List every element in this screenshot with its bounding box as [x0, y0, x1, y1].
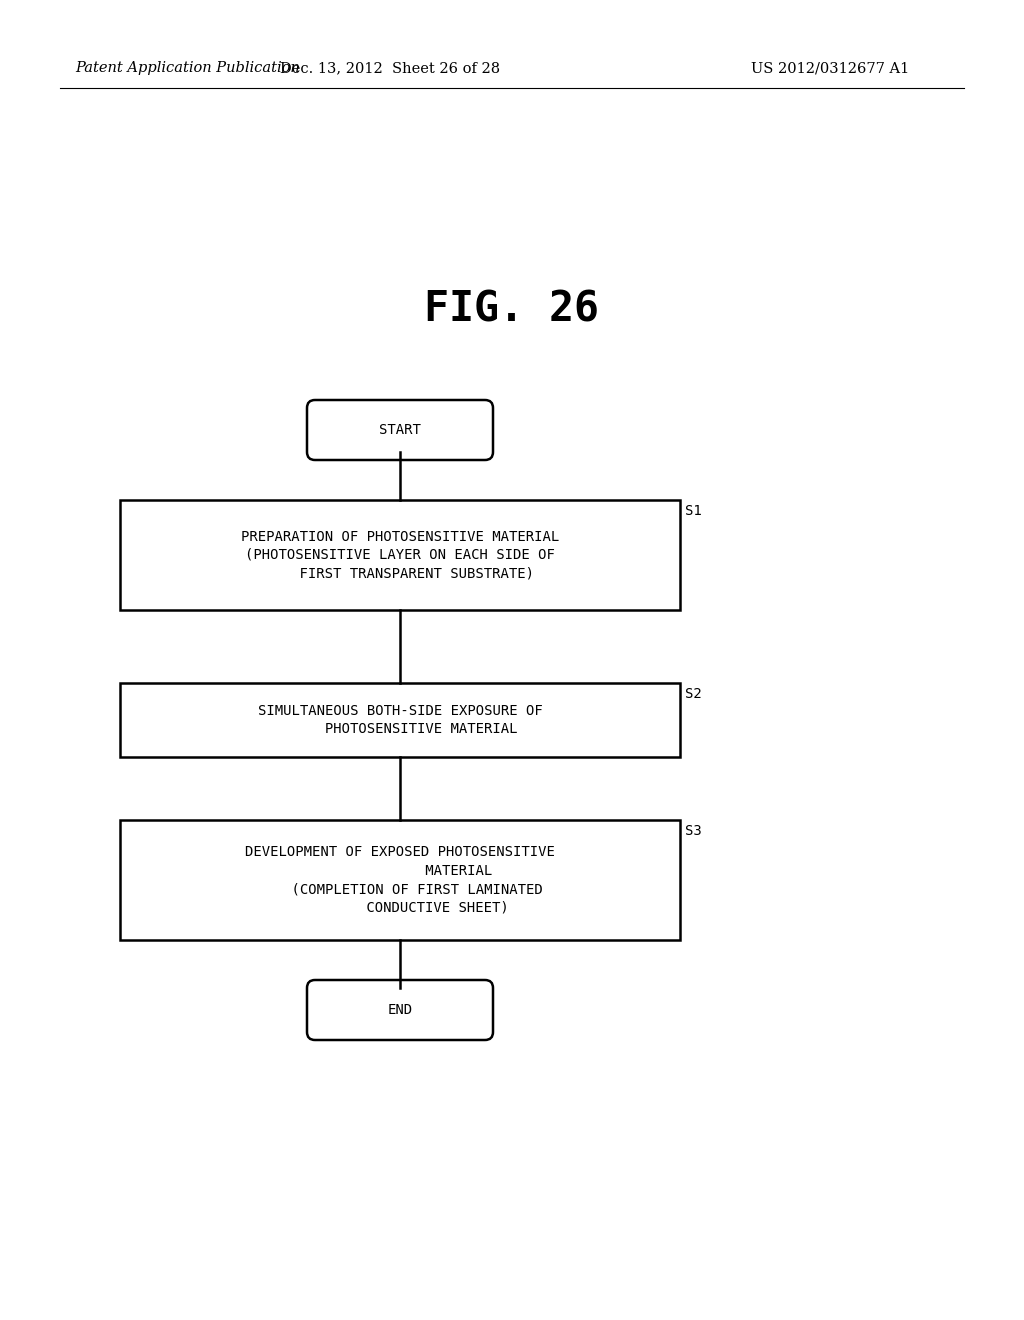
Text: SIMULTANEOUS BOTH-SIDE EXPOSURE OF
     PHOTOSENSITIVE MATERIAL: SIMULTANEOUS BOTH-SIDE EXPOSURE OF PHOTO… — [258, 704, 543, 737]
Text: END: END — [387, 1003, 413, 1016]
Bar — [120, 500, 680, 610]
Text: US 2012/0312677 A1: US 2012/0312677 A1 — [751, 61, 909, 75]
FancyBboxPatch shape — [307, 400, 493, 459]
Text: PREPARATION OF PHOTOSENSITIVE MATERIAL
(PHOTOSENSITIVE LAYER ON EACH SIDE OF
   : PREPARATION OF PHOTOSENSITIVE MATERIAL (… — [241, 529, 559, 581]
Bar — [120, 682, 680, 756]
Text: FIG. 26: FIG. 26 — [425, 289, 599, 331]
Text: Dec. 13, 2012  Sheet 26 of 28: Dec. 13, 2012 Sheet 26 of 28 — [280, 61, 500, 75]
Text: START: START — [379, 422, 421, 437]
Bar — [120, 820, 680, 940]
Text: S1: S1 — [685, 504, 701, 517]
Text: S3: S3 — [685, 824, 701, 838]
Text: Patent Application Publication: Patent Application Publication — [75, 61, 300, 75]
Text: DEVELOPMENT OF EXPOSED PHOTOSENSITIVE
              MATERIAL
    (COMPLETION OF : DEVELOPMENT OF EXPOSED PHOTOSENSITIVE MA… — [245, 845, 555, 915]
Text: S2: S2 — [685, 686, 701, 701]
FancyBboxPatch shape — [307, 979, 493, 1040]
